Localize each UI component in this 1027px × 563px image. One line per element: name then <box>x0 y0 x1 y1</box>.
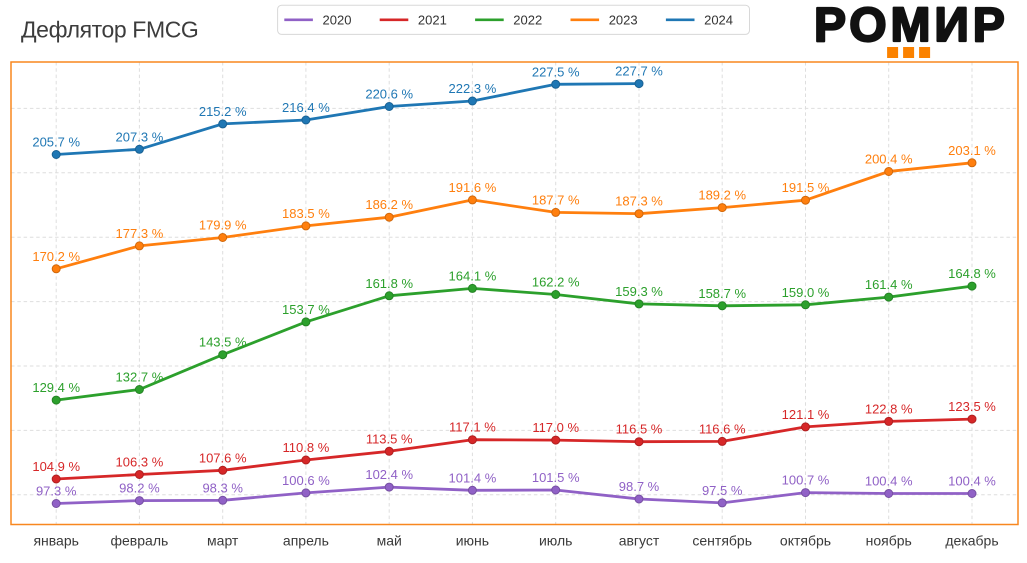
svg-text:162.2 %: 162.2 % <box>532 275 580 290</box>
svg-text:106.3 %: 106.3 % <box>116 455 164 470</box>
svg-text:159.3 %: 159.3 % <box>615 284 663 299</box>
svg-text:122.8 %: 122.8 % <box>865 401 913 416</box>
svg-text:102.4 %: 102.4 % <box>365 467 413 482</box>
svg-text:161.4 %: 161.4 % <box>865 277 913 292</box>
svg-text:116.6 %: 116.6 % <box>699 421 746 436</box>
svg-text:2023: 2023 <box>609 13 638 28</box>
svg-text:129.4 %: 129.4 % <box>32 380 80 395</box>
svg-text:227.7 %: 227.7 % <box>615 64 663 79</box>
svg-text:2021: 2021 <box>418 13 447 28</box>
svg-text:200.4 %: 200.4 % <box>865 152 913 167</box>
svg-text:117.0 %: 117.0 % <box>532 420 579 435</box>
svg-text:январь: январь <box>33 533 78 549</box>
svg-text:100.6 %: 100.6 % <box>282 473 330 488</box>
svg-text:98.3 %: 98.3 % <box>202 480 243 495</box>
svg-text:191.6 %: 191.6 % <box>449 180 497 195</box>
svg-text:107.6 %: 107.6 % <box>199 450 247 465</box>
svg-text:август: август <box>619 533 660 549</box>
svg-text:227.5 %: 227.5 % <box>532 64 580 79</box>
svg-text:Дефлятор FMCG: Дефлятор FMCG <box>21 17 198 43</box>
svg-text:121.1 %: 121.1 % <box>782 407 830 422</box>
svg-text:164.1 %: 164.1 % <box>449 268 497 283</box>
svg-text:203.1 %: 203.1 % <box>948 143 996 158</box>
svg-text:132.7 %: 132.7 % <box>116 370 164 385</box>
svg-text:207.3 %: 207.3 % <box>116 129 164 144</box>
svg-text:116.5 %: 116.5 % <box>616 422 663 437</box>
svg-text:215.2 %: 215.2 % <box>199 104 247 119</box>
svg-text:июнь: июнь <box>456 533 489 549</box>
svg-text:189.2 %: 189.2 % <box>698 188 746 203</box>
svg-text:177.3 %: 177.3 % <box>116 226 164 241</box>
svg-text:сентябрь: сентябрь <box>692 533 752 549</box>
svg-text:153.7 %: 153.7 % <box>282 302 330 317</box>
svg-text:104.9 %: 104.9 % <box>32 459 80 474</box>
svg-text:100.4 %: 100.4 % <box>865 474 913 489</box>
svg-text:161.8 %: 161.8 % <box>365 276 413 291</box>
svg-text:113.5 %: 113.5 % <box>366 431 413 446</box>
svg-text:159.0 %: 159.0 % <box>782 285 830 300</box>
svg-text:98.2 %: 98.2 % <box>119 481 160 496</box>
svg-text:октябрь: октябрь <box>780 533 831 549</box>
svg-text:98.7 %: 98.7 % <box>619 479 660 494</box>
svg-text:97.3 %: 97.3 % <box>36 484 77 499</box>
svg-text:101.5 %: 101.5 % <box>532 470 580 485</box>
svg-text:декабрь: декабрь <box>945 533 998 549</box>
svg-text:186.2 %: 186.2 % <box>365 197 413 212</box>
svg-text:191.5 %: 191.5 % <box>782 180 830 195</box>
svg-text:май: май <box>377 533 402 549</box>
svg-text:216.4 %: 216.4 % <box>282 100 330 115</box>
svg-text:101.4 %: 101.4 % <box>449 470 497 485</box>
svg-text:123.5 %: 123.5 % <box>948 399 996 414</box>
svg-text:110.8 %: 110.8 % <box>283 440 330 455</box>
svg-text:143.5 %: 143.5 % <box>199 335 247 350</box>
svg-text:февраль: февраль <box>111 533 169 549</box>
svg-text:222.3 %: 222.3 % <box>449 81 497 96</box>
svg-text:164.8 %: 164.8 % <box>948 266 996 281</box>
svg-text:183.5 %: 183.5 % <box>282 206 330 221</box>
svg-text:220.6 %: 220.6 % <box>365 87 413 102</box>
svg-text:117.1 %: 117.1 % <box>449 420 496 435</box>
svg-text:170.2 %: 170.2 % <box>32 249 80 264</box>
svg-text:2024: 2024 <box>704 13 733 28</box>
svg-text:179.9 %: 179.9 % <box>199 218 247 233</box>
svg-text:2020: 2020 <box>323 13 352 28</box>
svg-text:205.7 %: 205.7 % <box>32 135 80 150</box>
svg-text:2022: 2022 <box>513 13 542 28</box>
svg-text:апрель: апрель <box>283 533 329 549</box>
svg-text:март: март <box>207 533 239 549</box>
svg-text:июль: июль <box>539 533 572 549</box>
svg-text:РОМИР: РОМИР <box>814 0 1009 52</box>
svg-text:187.3 %: 187.3 % <box>615 194 663 209</box>
svg-text:ноябрь: ноябрь <box>866 533 912 549</box>
svg-text:187.7 %: 187.7 % <box>532 192 580 207</box>
svg-text:97.5 %: 97.5 % <box>702 483 743 498</box>
svg-text:100.4 %: 100.4 % <box>948 474 996 489</box>
svg-text:158.7 %: 158.7 % <box>698 286 746 301</box>
svg-text:100.7 %: 100.7 % <box>782 473 830 488</box>
